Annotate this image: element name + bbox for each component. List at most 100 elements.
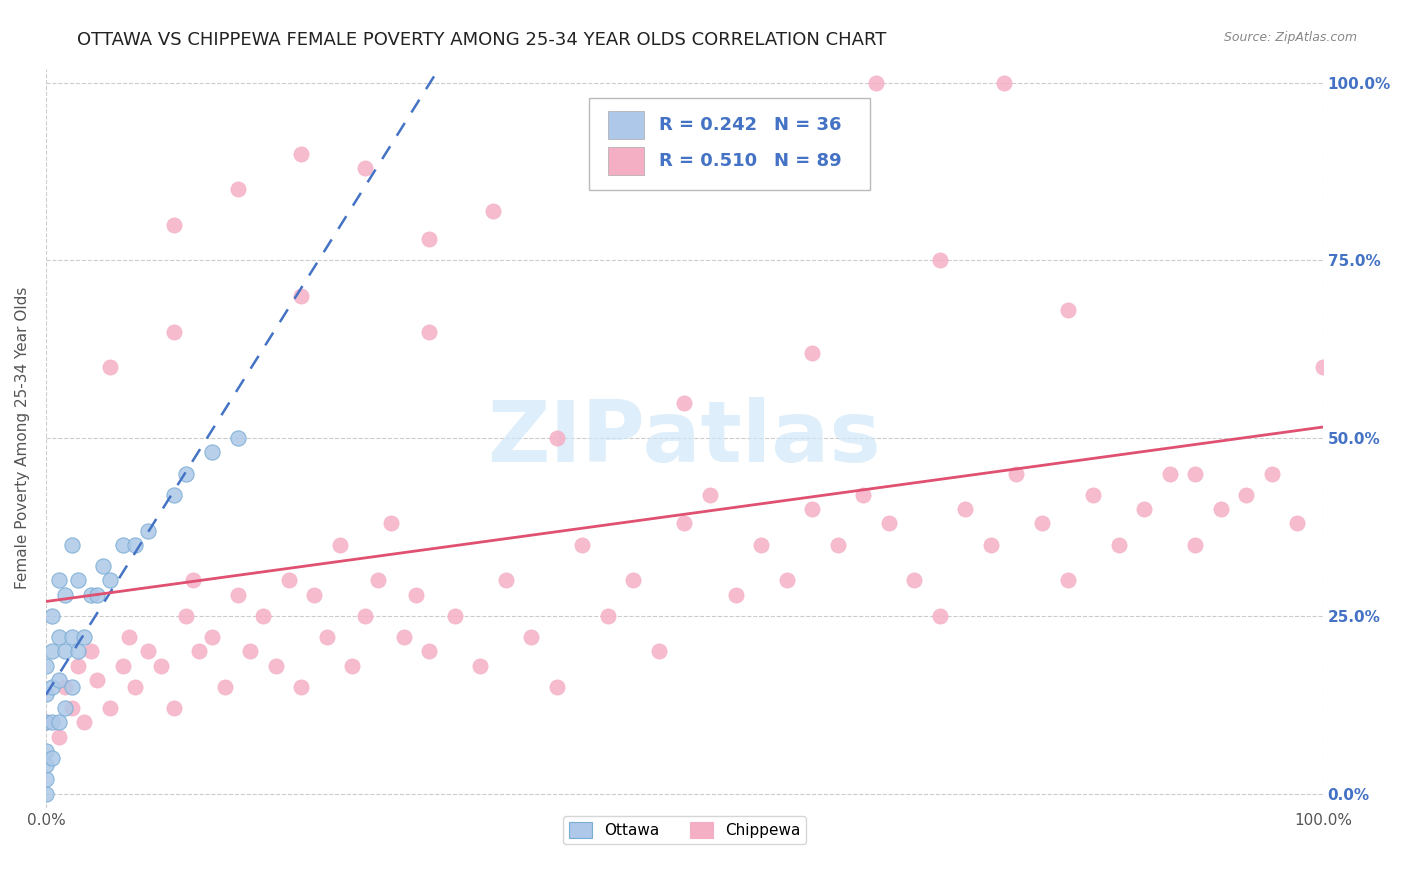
Point: [98, 701, 121, 715]
Point: [53, 644, 76, 658]
Point: [239, 644, 262, 658]
Point: [546, 431, 568, 445]
Point: [181, 574, 204, 588]
Point: [73, 630, 96, 644]
Point: [1209, 502, 1232, 516]
Point: [163, 325, 186, 339]
Point: [699, 488, 721, 502]
Point: [1234, 488, 1257, 502]
Point: [35, 715, 58, 730]
Text: OTTAWA VS CHIPPEWA FEMALE POVERTY AMONG 25-34 YEAR OLDS CORRELATION CHART: OTTAWA VS CHIPPEWA FEMALE POVERTY AMONG …: [77, 31, 887, 49]
FancyBboxPatch shape: [589, 98, 869, 191]
Point: [749, 538, 772, 552]
Point: [41, 608, 63, 623]
Point: [596, 608, 619, 623]
Point: [226, 182, 249, 196]
Point: [53, 587, 76, 601]
Point: [35, 758, 58, 772]
Point: [73, 715, 96, 730]
Point: [418, 644, 440, 658]
Legend: Ottawa, Chippewa: Ottawa, Chippewa: [562, 816, 806, 845]
Point: [163, 488, 186, 502]
Point: [329, 538, 352, 552]
Point: [1133, 502, 1156, 516]
Point: [86, 673, 108, 687]
Point: [41, 751, 63, 765]
Point: [405, 587, 427, 601]
Point: [111, 538, 134, 552]
Point: [53, 680, 76, 694]
Point: [48, 673, 70, 687]
Point: [35, 787, 58, 801]
Point: [571, 538, 593, 552]
Point: [852, 488, 875, 502]
Point: [53, 701, 76, 715]
FancyBboxPatch shape: [607, 147, 644, 175]
Point: [48, 630, 70, 644]
Point: [342, 658, 364, 673]
Point: [495, 574, 517, 588]
Point: [60, 680, 83, 694]
Point: [1005, 467, 1028, 481]
Point: [801, 502, 824, 516]
Point: [520, 630, 543, 644]
Point: [201, 630, 224, 644]
Point: [188, 644, 211, 658]
Point: [41, 644, 63, 658]
Text: R = 0.510: R = 0.510: [659, 152, 756, 169]
Point: [1056, 574, 1078, 588]
Point: [35, 658, 58, 673]
Point: [48, 730, 70, 744]
Point: [315, 630, 337, 644]
Point: [66, 644, 89, 658]
Text: N = 36: N = 36: [773, 117, 841, 135]
Point: [418, 325, 440, 339]
Point: [79, 644, 101, 658]
Point: [546, 680, 568, 694]
Point: [163, 218, 186, 232]
Point: [48, 715, 70, 730]
Point: [1159, 467, 1181, 481]
Point: [1108, 538, 1130, 552]
Point: [673, 516, 696, 531]
Point: [877, 516, 900, 531]
Text: Source: ZipAtlas.com: Source: ZipAtlas.com: [1223, 31, 1357, 45]
Point: [302, 587, 325, 601]
Point: [443, 608, 465, 623]
Point: [1056, 303, 1078, 318]
Point: [35, 744, 58, 758]
Point: [1031, 516, 1053, 531]
Point: [118, 630, 141, 644]
Point: [290, 680, 312, 694]
Point: [468, 658, 491, 673]
Point: [928, 608, 950, 623]
Point: [252, 608, 274, 623]
Point: [392, 630, 415, 644]
Point: [380, 516, 402, 531]
FancyBboxPatch shape: [607, 112, 644, 139]
Point: [775, 574, 797, 588]
Point: [111, 658, 134, 673]
Point: [86, 587, 108, 601]
Point: [482, 203, 505, 218]
Point: [955, 502, 977, 516]
Point: [290, 146, 312, 161]
Point: [98, 574, 121, 588]
Point: [648, 644, 671, 658]
Point: [1312, 359, 1334, 374]
Point: [136, 524, 159, 538]
Point: [35, 715, 58, 730]
Point: [136, 644, 159, 658]
Point: [149, 658, 172, 673]
Point: [724, 587, 747, 601]
Point: [41, 680, 63, 694]
Point: [928, 253, 950, 268]
Point: [35, 772, 58, 787]
Point: [673, 395, 696, 409]
Point: [66, 658, 89, 673]
Point: [163, 701, 186, 715]
Point: [277, 574, 299, 588]
Point: [201, 445, 224, 459]
Point: [60, 538, 83, 552]
Point: [226, 431, 249, 445]
